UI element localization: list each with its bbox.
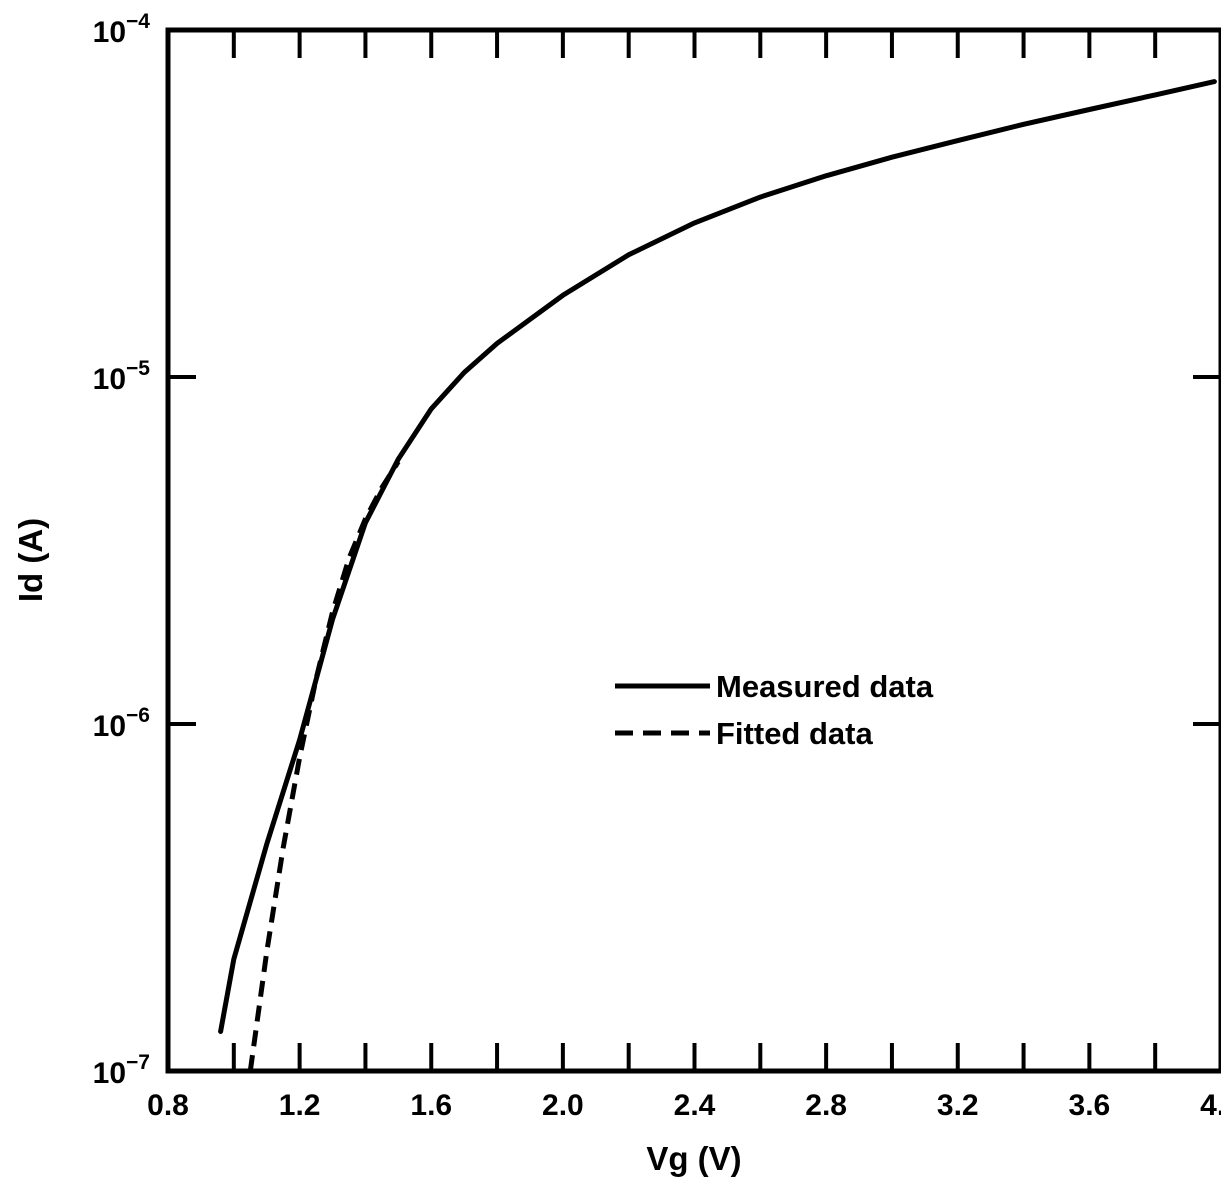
y-tick-label: 10−7: [93, 1051, 150, 1090]
y-axis-title: Id (A): [12, 518, 49, 602]
legend-label: Measured data: [716, 669, 934, 704]
x-tick-label: 2.0: [542, 1089, 584, 1122]
x-tick-label: 1.6: [410, 1089, 452, 1122]
series-layer: [218, 79, 1217, 1072]
x-tick-label: 2.8: [805, 1089, 847, 1122]
x-tick-label: 3.6: [1069, 1089, 1111, 1122]
x-tick-label: 1.2: [279, 1089, 321, 1122]
legend: Measured data Fitted data: [615, 669, 934, 751]
x-tick-label: 2.4: [674, 1089, 716, 1122]
measured-data-line: [218, 79, 1217, 1034]
fitted-data-line: [247, 460, 401, 1072]
y-ticks: 10−7 10−6 10−5 10−4: [93, 10, 1221, 1090]
y-tick-label: 10−5: [93, 357, 151, 396]
x-tick-label: 3.2: [937, 1089, 979, 1122]
y-tick-label: 10−6: [93, 704, 150, 743]
plot-frame: [165, 27, 1221, 1074]
legend-label: Fitted data: [716, 716, 873, 751]
y-tick-label: 10−4: [93, 10, 151, 49]
x-ticks: 0.8 1.2 1.6 2.0 2.4 2.8 3.2 3.6 4.0: [147, 30, 1221, 1122]
x-axis-title: Vg (V): [646, 1140, 741, 1177]
x-tick-label: 4.0: [1200, 1089, 1221, 1122]
x-tick-label: 0.8: [147, 1089, 189, 1122]
